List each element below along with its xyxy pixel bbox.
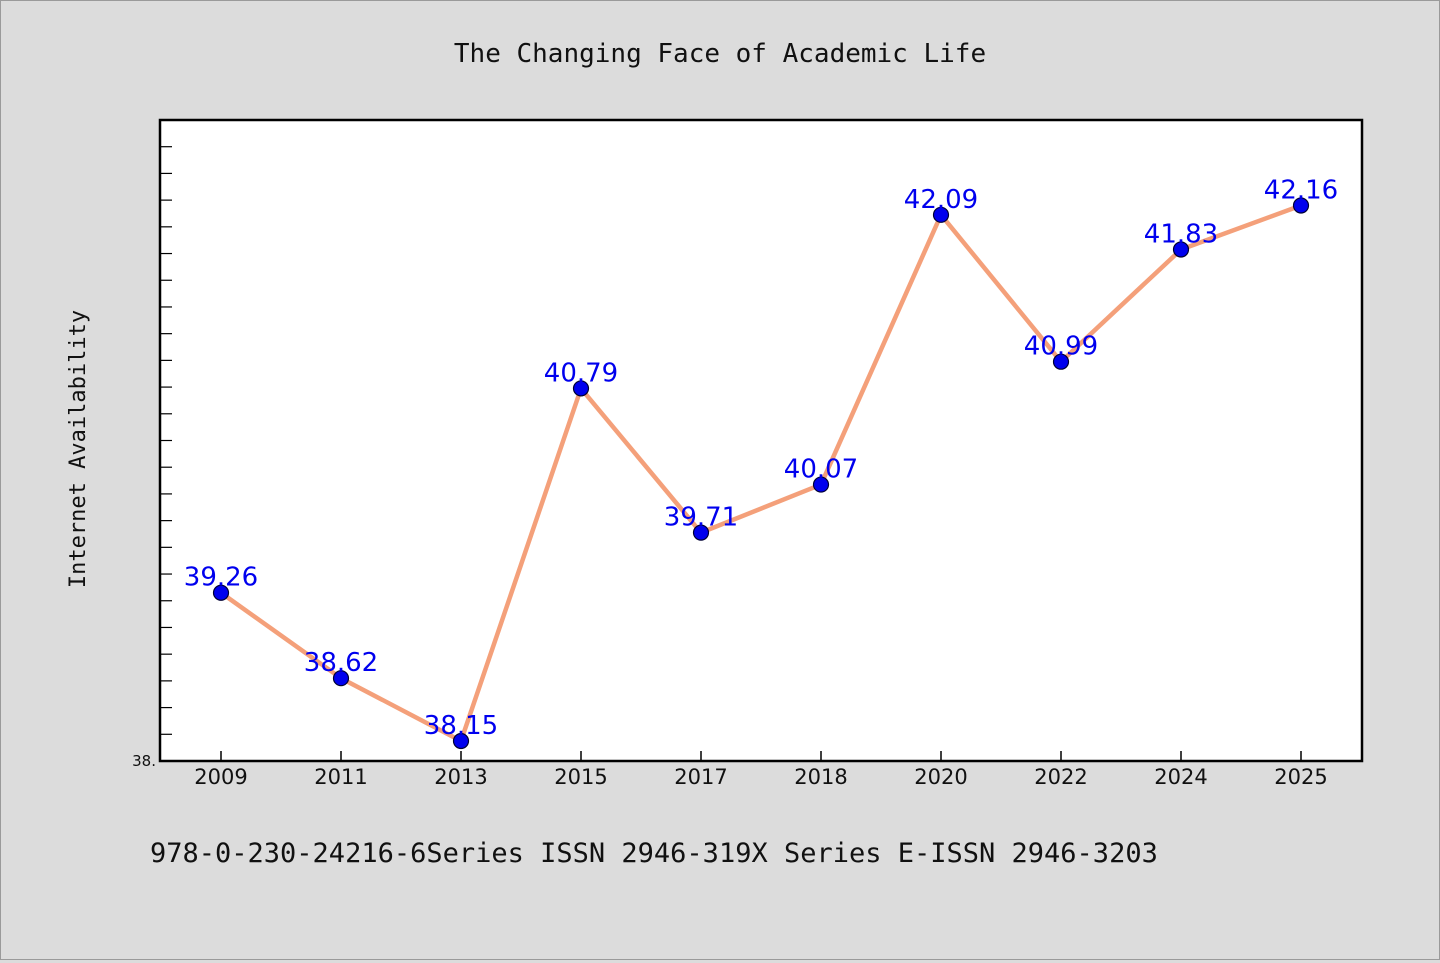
data-markers — [212, 197, 1310, 750]
x-tick-label: 2020 — [914, 765, 967, 789]
data-point — [1052, 353, 1070, 370]
data-point — [212, 584, 230, 601]
data-label: 38.62 — [304, 648, 378, 678]
x-tick-label: 2015 — [554, 765, 607, 789]
x-tick-label: 2009 — [194, 765, 247, 789]
data-point — [692, 524, 710, 541]
data-point — [932, 206, 950, 223]
data-label: 39.26 — [184, 563, 258, 593]
x-tick-label: 2011 — [314, 765, 367, 789]
x-tick-label: 2013 — [434, 765, 487, 789]
x-tick-label: 2025 — [1274, 765, 1327, 789]
data-label: 40.07 — [784, 455, 858, 485]
data-label: 40.99 — [1024, 332, 1098, 362]
data-point — [1172, 241, 1190, 258]
data-label: 42.09 — [904, 185, 978, 215]
isbn-issn-footer: 978-0-230-24216-6Series ISSN 2946-319X S… — [150, 838, 1158, 869]
data-label: 38.15 — [424, 711, 498, 741]
data-labels: 39.26 38.62 38.15 40.79 39.71 40.07 42.09 40.99… — [184, 175, 1338, 741]
data-point — [1292, 197, 1310, 214]
data-label: 39.71 — [664, 503, 738, 533]
data-point — [812, 476, 830, 493]
y-axis-ticks: 38. — [132, 146, 172, 770]
x-tick-label: 2018 — [794, 765, 847, 789]
data-point — [452, 732, 470, 750]
x-axis-ticks: 2009 2011 2013 2015 2017 2018 2020 2022 2024 2025 — [194, 751, 1328, 789]
plot-area — [158, 118, 1364, 763]
data-label: 42.16 — [1264, 175, 1338, 205]
data-point — [332, 670, 350, 687]
y-axis-label: Internet Availability — [66, 310, 91, 588]
data-point — [572, 380, 590, 397]
x-tick-label: 2017 — [674, 765, 727, 789]
x-tick-label: 2022 — [1034, 765, 1087, 789]
x-tick-label: 2024 — [1154, 765, 1207, 789]
data-label: 40.79 — [544, 358, 618, 388]
chart-title: The Changing Face of Academic Life — [454, 39, 986, 69]
series-line — [218, 203, 1304, 744]
y-tick-label: 38. — [132, 752, 156, 770]
series-line-group — [218, 203, 1304, 744]
data-label: 41.83 — [1144, 220, 1218, 250]
